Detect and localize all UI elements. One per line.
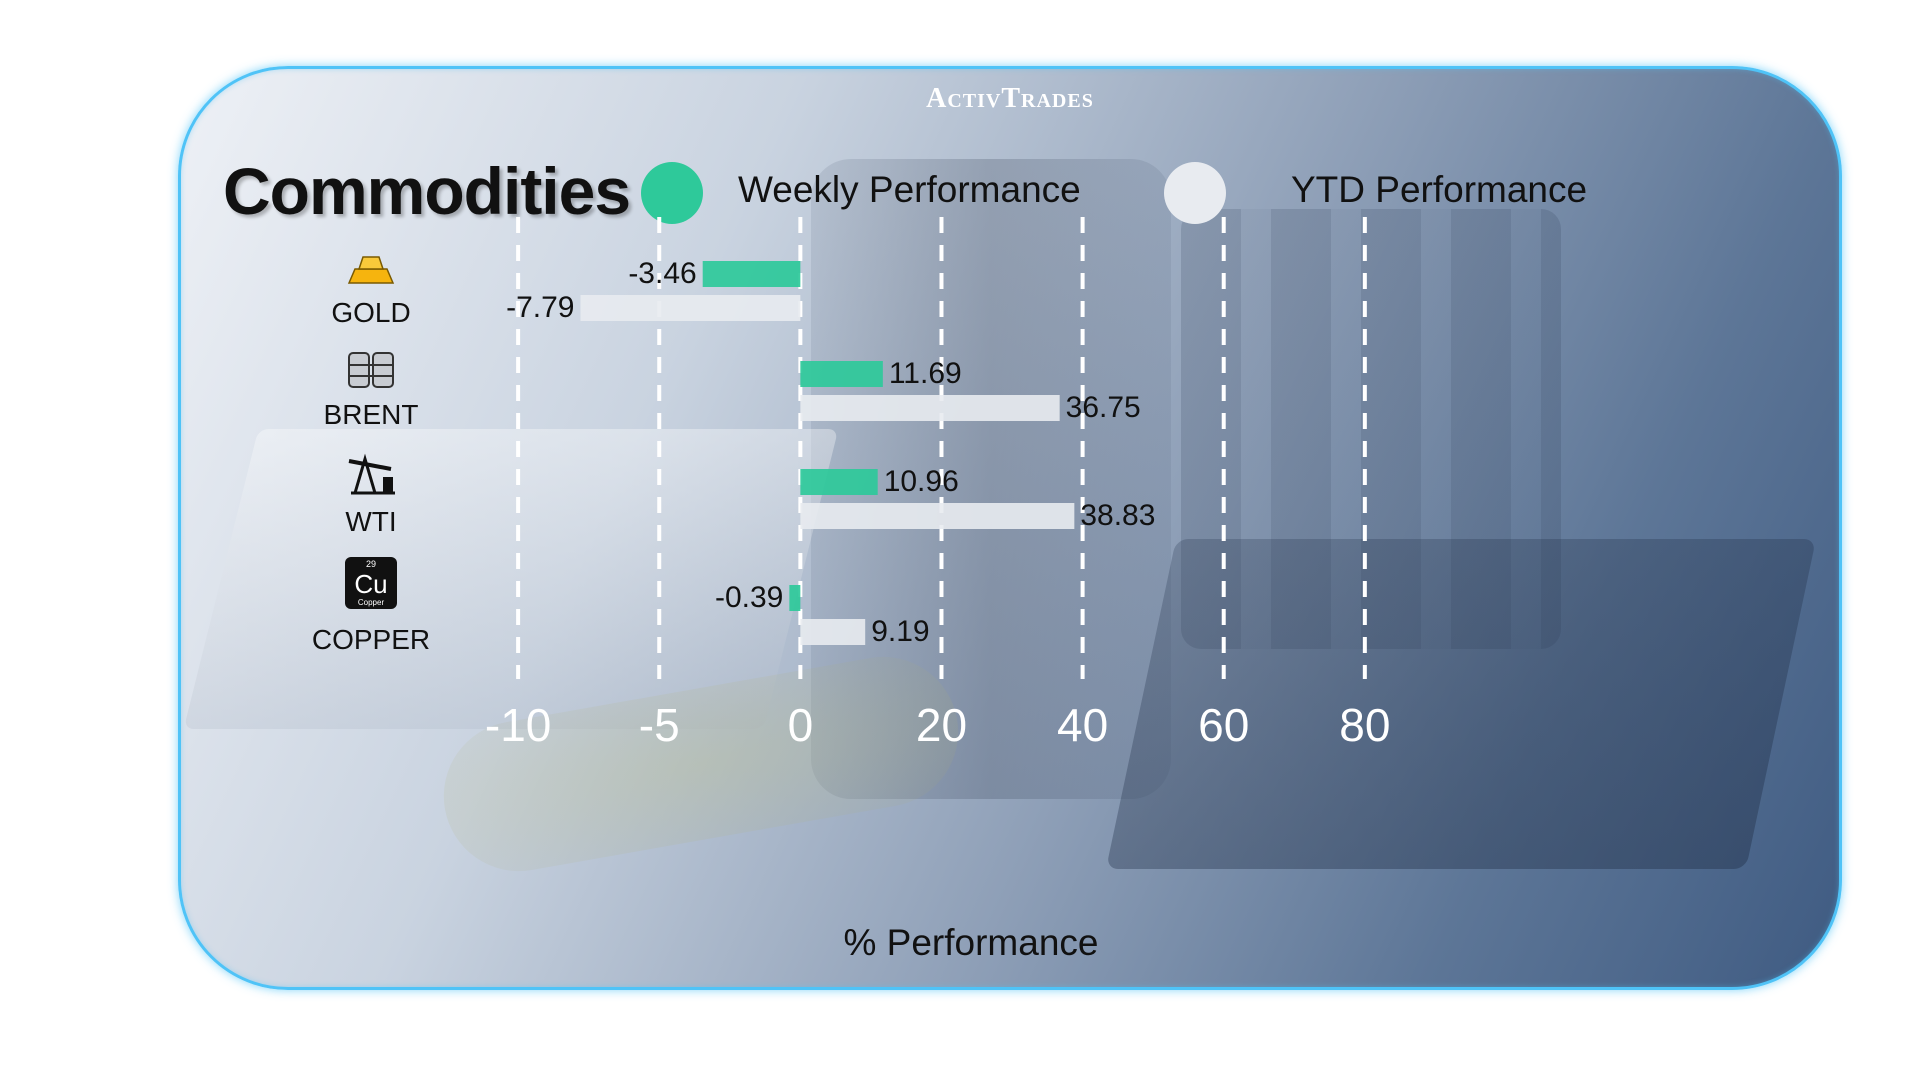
data-label: 9.19 (871, 615, 929, 648)
x-tick-label: 60 (1198, 699, 1249, 751)
x-tick-label: -5 (639, 699, 680, 751)
data-label: -0.39 (715, 581, 783, 614)
x-tick-label: 40 (1057, 699, 1108, 751)
legend-weekly-swatch (641, 162, 703, 224)
bar-chart: -10 -5 0 20 40 60 80 -3.46 -7.79 11.69 36.75 10.96… (312, 217, 1390, 963)
bar-gold-weekly (702, 261, 801, 287)
oil-pump-icon (348, 453, 395, 495)
data-label: -7.79 (506, 291, 574, 324)
data-label: 36.75 (1066, 391, 1141, 424)
data-label: 38.83 (1080, 499, 1155, 532)
x-tick-label: -10 (485, 699, 551, 751)
data-label: 10.96 (884, 465, 959, 498)
category-label-copper: COPPER (312, 624, 430, 655)
bar-wti-ytd (800, 503, 1075, 529)
category-label-wti: WTI (345, 506, 396, 537)
copper-symbol: Cu (354, 569, 387, 599)
bar-brent-ytd (800, 395, 1060, 421)
bar-wti-weekly (800, 469, 878, 495)
x-tick-label: 0 (788, 699, 814, 751)
x-axis-title: % Performance (844, 922, 1099, 963)
bar-copper-ytd (800, 619, 866, 645)
brand-logo: ActivTrades (926, 83, 1094, 114)
category-label-gold: GOLD (331, 297, 410, 328)
gold-bars-icon (347, 256, 395, 284)
data-label: 11.69 (889, 357, 962, 390)
bar-gold-ytd (580, 295, 801, 321)
legend-weekly-label: Weekly Performance (738, 169, 1081, 210)
legend-ytd-swatch (1164, 162, 1226, 224)
bar-copper-weekly (789, 585, 801, 611)
legend-ytd-label: YTD Performance (1291, 169, 1588, 210)
copper-name: Copper (358, 598, 385, 607)
chart-card: ActivTrades Commodities Weekly Performan… (178, 66, 1842, 990)
oil-barrels-icon (348, 352, 394, 388)
bar-brent-weekly (800, 361, 883, 387)
x-tick-label: 80 (1339, 699, 1390, 751)
data-label: -3.46 (628, 257, 696, 290)
x-tick-label: 20 (916, 699, 967, 751)
copper-atomic-number: 29 (366, 559, 376, 569)
chart-title: Commodities (223, 154, 631, 228)
category-label-brent: BRENT (324, 399, 419, 430)
